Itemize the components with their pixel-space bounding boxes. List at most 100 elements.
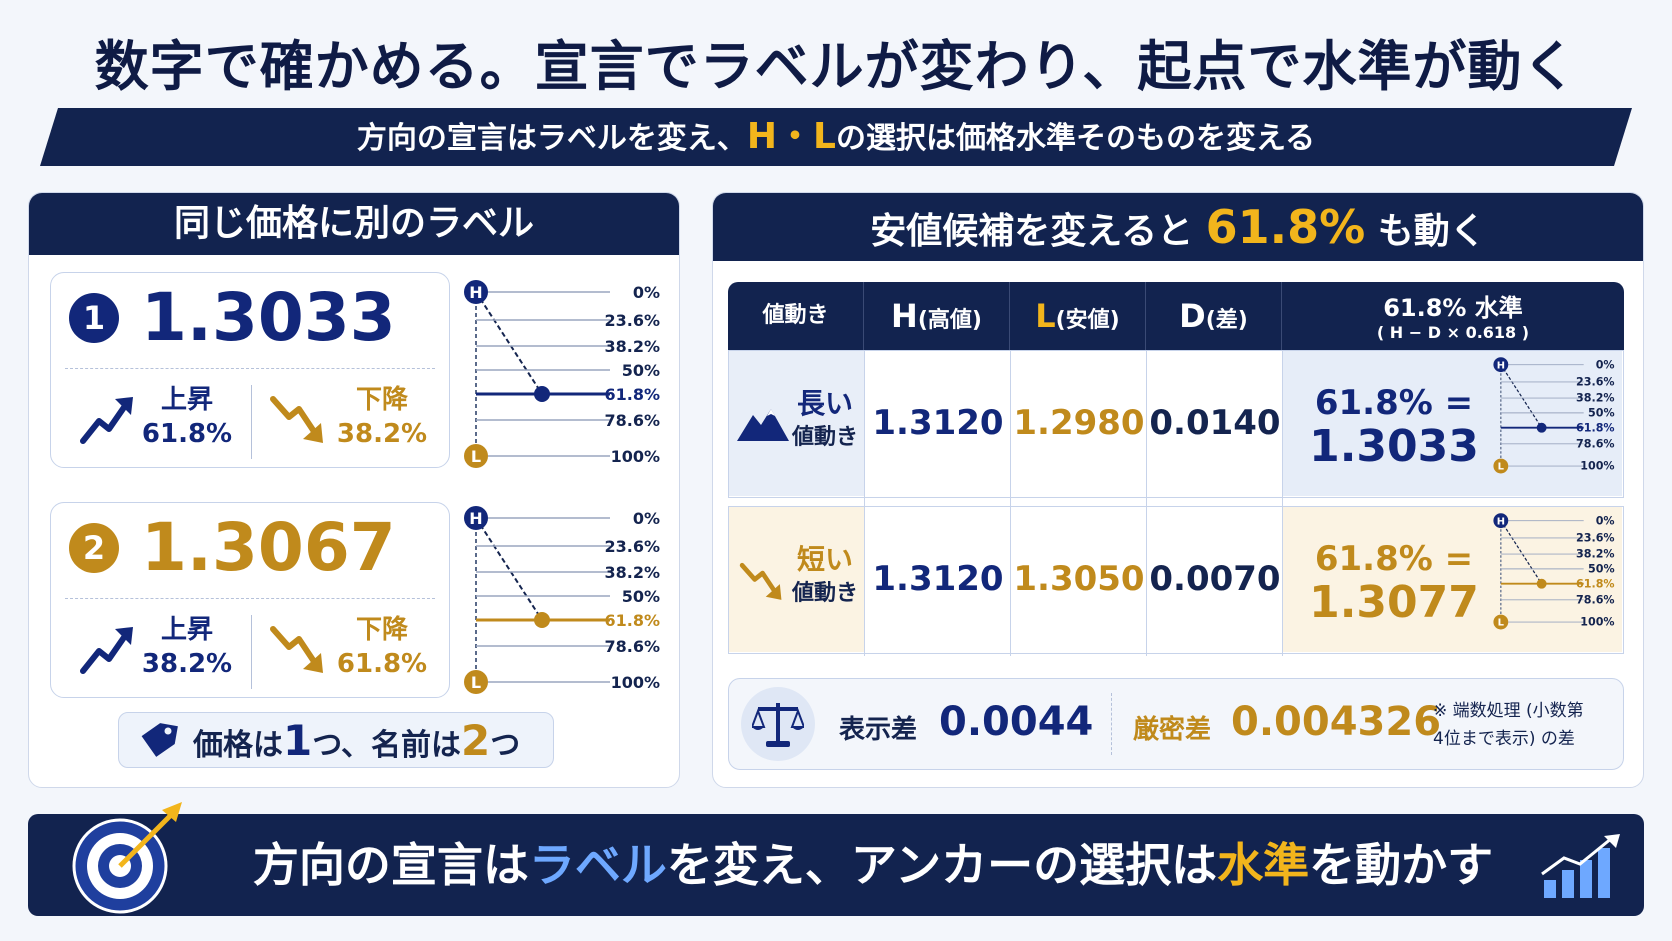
note-line1: ※ 端数処理 (小数第 — [1433, 701, 1584, 721]
trend-up-icon — [80, 397, 133, 444]
low-marker-label: L — [1498, 462, 1505, 473]
level-label: 100% — [611, 673, 660, 692]
table-row-short: 短い 値動き 1.3120 1.3050 0.0070 61.8% = 1.3077 — [728, 506, 1624, 654]
high-marker-label: H — [469, 283, 482, 302]
row-result-bg — [1282, 507, 1622, 652]
level-label: 23.6% — [1576, 376, 1615, 389]
swing-line — [1500, 364, 1543, 429]
tag-icon — [141, 723, 178, 757]
level-label: 61.8% — [604, 385, 660, 404]
level-marker — [534, 612, 550, 628]
level-label: 78.6% — [1576, 593, 1615, 606]
tag-text: 価格は1つ、名前は2つ — [193, 717, 520, 770]
up-label-text: 上昇 — [160, 615, 213, 645]
row-label: 長い 値動き — [785, 387, 865, 455]
tag-post: つ — [490, 728, 521, 763]
cell-high: 1.3120 — [872, 559, 1004, 599]
tag-pre: 価格は — [193, 728, 283, 763]
level-label: 0% — [1596, 358, 1615, 371]
row-result-bg — [1282, 351, 1622, 496]
page-title: 数字で確かめる。宣言でラベルが変わり、起点で水準が動く — [94, 35, 1578, 98]
mountain-icon — [737, 409, 789, 441]
up-label-text: 上昇 — [160, 385, 213, 415]
down-label-text: 下降 — [355, 615, 408, 645]
fib-ladder-long: 0% 23.6% 38.2% 50%61.8% 78.6% 100% H L — [1493, 357, 1615, 474]
th-high-sub: (高値) — [917, 308, 982, 333]
bottom-post: を動かす — [1309, 838, 1494, 892]
th-diff-sub: (差) — [1205, 308, 1248, 333]
right-panel-header: 安値候補を変えると 61.8% も動く — [713, 193, 1643, 261]
down-label-1: 下降 38.2% — [327, 383, 437, 451]
row-label-2: 値動き — [791, 425, 858, 450]
scale-icon — [752, 703, 804, 747]
up-value: 61.8% — [141, 419, 233, 449]
subtitle-highlight: H・L — [746, 116, 836, 157]
cell-level: 61.8% = 1.3077 — [1289, 537, 1499, 625]
th-high-letter: H — [891, 297, 918, 335]
th-diff: D(差) — [1146, 282, 1282, 350]
trend-down-icon — [270, 396, 323, 443]
level-formula: 61.8% = — [1314, 383, 1474, 423]
separator — [1111, 693, 1112, 755]
level-label: 100% — [1580, 460, 1614, 473]
high-marker — [1493, 357, 1509, 373]
bottom-message: 方向の宣言はラベルを変え、アンカーの選択は水準を動かす — [233, 814, 1513, 916]
bottom-banner: 方向の宣言はラベルを変え、アンカーの選択は水準を動かす — [28, 802, 1644, 916]
separator — [251, 385, 252, 459]
high-marker — [1493, 513, 1509, 529]
cell-high: 1.3120 — [872, 403, 1004, 443]
level-label: 38.2% — [604, 563, 660, 582]
th-level: 61.8% 水準( H − D × 0.618 ) — [1282, 282, 1624, 350]
low-marker-label: L — [471, 673, 481, 692]
level-label: 0% — [633, 509, 660, 528]
level-marker — [534, 386, 550, 402]
level-label: 50% — [622, 361, 660, 380]
up-label-1: 上昇 61.8% — [137, 383, 237, 451]
subtitle-post: の選択は価格水準そのものを変える — [835, 121, 1316, 156]
th-low-sub: (安値) — [1055, 308, 1120, 333]
subtitle-banner: 方向の宣言はラベルを変え、H・Lの選択は価格水準そのものを変える — [40, 108, 1632, 166]
down-value: 38.2% — [336, 419, 428, 449]
header-big: 61.8% — [1205, 200, 1366, 254]
row-label-1: 短い — [796, 543, 853, 576]
bottom-pre: 方向の宣言は — [252, 838, 529, 892]
row-label-1: 長い — [796, 387, 853, 420]
level-label: 38.2% — [1576, 548, 1615, 561]
low-marker-label: L — [1498, 618, 1505, 629]
bottom-hl1: ラベル — [528, 838, 667, 892]
tag-n1: 1 — [283, 716, 313, 765]
low-marker — [1493, 614, 1509, 630]
high-marker-label: H — [1497, 360, 1505, 371]
level-marker — [1536, 422, 1547, 433]
down-label-2: 下降 61.8% — [327, 613, 437, 681]
col-divider — [1146, 350, 1147, 656]
th-high: H(高値) — [864, 282, 1010, 350]
level-label: 78.6% — [604, 411, 660, 430]
exact-diff-value: 0.004326 — [1231, 699, 1442, 745]
left-panel-header: 同じ価格に別のラベル — [29, 193, 679, 255]
bar-chart-icon — [1541, 834, 1620, 898]
divider — [65, 598, 435, 599]
level-result: 1.3077 — [1309, 577, 1479, 628]
trend-down-icon — [739, 562, 782, 600]
bottom-mid: を変え、アンカーの選択は — [666, 838, 1218, 892]
level-label: 0% — [1596, 514, 1615, 527]
low-marker-label: L — [471, 447, 481, 466]
low-marker — [464, 444, 488, 468]
level-label: 23.6% — [604, 311, 660, 330]
level-formula: 61.8% = — [1314, 539, 1474, 579]
level-label: 38.2% — [1576, 392, 1615, 405]
th-level-line1: 61.8% 水準 — [1383, 294, 1523, 322]
th-low: L(安値) — [1010, 282, 1146, 350]
difference-box: 表示差 0.0044 厳密差 0.004326 ※ 端数処理 (小数第 4位まで表… — [728, 678, 1624, 770]
level-label: 38.2% — [604, 337, 660, 356]
high-marker-label: H — [1497, 516, 1505, 527]
level-label: 23.6% — [604, 537, 660, 556]
note-line2: 4位まで表示) の差 — [1433, 729, 1575, 749]
fib-ladder-1: 0% 23.6% 38.2% 50% 61.8% 78.6% 100% H L — [464, 280, 660, 468]
card-number-1: 1 — [69, 293, 119, 343]
th-diff-letter: D — [1179, 297, 1206, 335]
level-label: 50% — [622, 587, 660, 606]
price-name-note: 価格は1つ、名前は2つ — [118, 712, 554, 768]
card-price-1: 1.3033 — [141, 279, 396, 356]
